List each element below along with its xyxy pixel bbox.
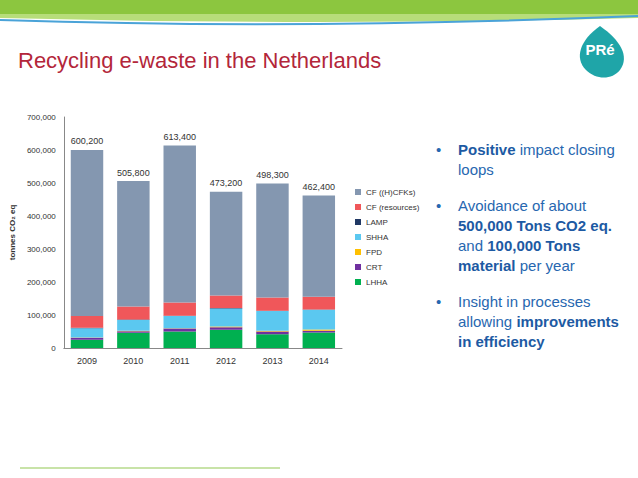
svg-text:2010: 2010 bbox=[123, 356, 143, 366]
html-text:500,000 Tons CO2 eq.: 500,000 Tons CO2 eq. bbox=[458, 217, 612, 234]
svg-text:tonnes CO₂ eq: tonnes CO₂ eq bbox=[8, 205, 17, 261]
svg-text:600,000: 600,000 bbox=[27, 146, 56, 155]
svg-text:462,400: 462,400 bbox=[303, 182, 336, 192]
svg-text:505,800: 505,800 bbox=[117, 168, 150, 178]
svg-text:CF ((H)CFKs): CF ((H)CFKs) bbox=[366, 188, 416, 197]
svg-text:473,200: 473,200 bbox=[210, 178, 243, 188]
svg-text:CF (resources): CF (resources) bbox=[366, 203, 420, 212]
svg-text:FPD: FPD bbox=[366, 248, 382, 257]
svg-text:600,200: 600,200 bbox=[71, 136, 104, 146]
svg-text:2013: 2013 bbox=[262, 356, 282, 366]
svg-text:LHHA: LHHA bbox=[366, 278, 388, 287]
svg-text:100,000: 100,000 bbox=[27, 311, 56, 320]
svg-text:300,000: 300,000 bbox=[27, 245, 56, 254]
svg-text:2009: 2009 bbox=[77, 356, 97, 366]
svg-text:2011: 2011 bbox=[170, 356, 189, 366]
html-text:Avoidance of about: Avoidance of about bbox=[458, 197, 587, 214]
html-text:Recycling e-waste in the Nethe: Recycling e-waste in the Netherlands bbox=[18, 48, 382, 73]
svg-text:200,000: 200,000 bbox=[27, 278, 56, 287]
svg-text:2012: 2012 bbox=[216, 356, 236, 366]
html-text:and 100,000 Tons material per: and 100,000 Tons material per year bbox=[458, 237, 581, 274]
svg-text:500,000: 500,000 bbox=[27, 179, 56, 188]
svg-text:400,000: 400,000 bbox=[27, 212, 56, 221]
html-text:Insight in processes allowing: Insight in processes allowing improvemen… bbox=[458, 293, 619, 350]
svg-text:CRT: CRT bbox=[366, 263, 382, 272]
html-text:Positive impact closing loops: Positive impact closing loops bbox=[458, 141, 615, 178]
svg-text:2014: 2014 bbox=[309, 356, 329, 366]
svg-text:498,300: 498,300 bbox=[256, 170, 289, 180]
svg-text:0: 0 bbox=[51, 344, 56, 353]
html-text:PRé: PRé bbox=[585, 41, 615, 58]
svg-text:700,000: 700,000 bbox=[27, 113, 56, 122]
svg-text:LAMP: LAMP bbox=[366, 218, 388, 227]
svg-text:SHHA: SHHA bbox=[366, 233, 389, 242]
svg-text:613,400: 613,400 bbox=[163, 132, 196, 142]
